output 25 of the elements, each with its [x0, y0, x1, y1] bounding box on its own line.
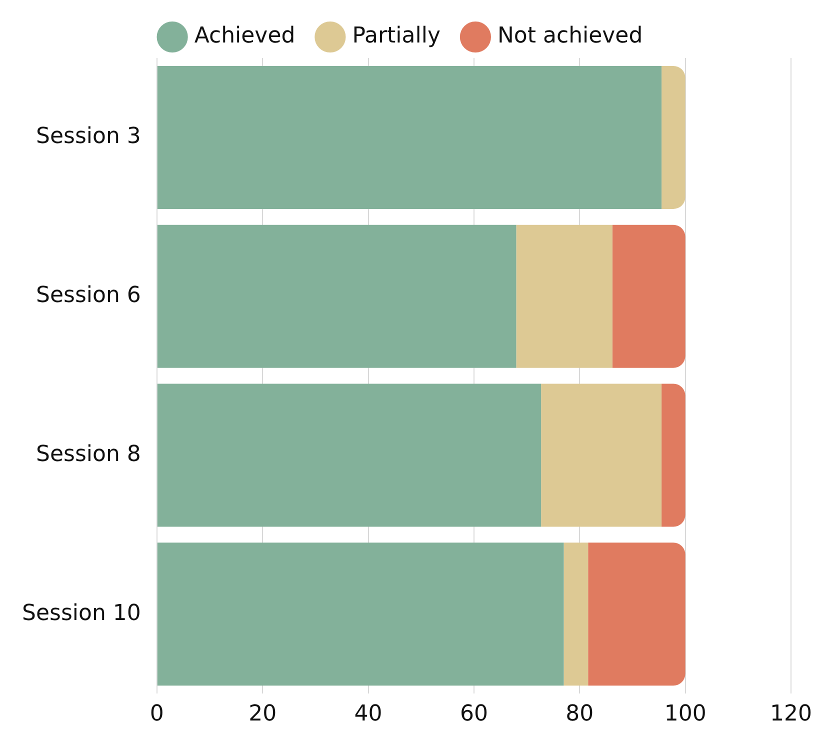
- legend-label: Partially: [352, 24, 440, 49]
- bar: [662, 66, 686, 209]
- x-tick-label: 80: [566, 702, 594, 727]
- y-tick-label: Session 3: [36, 124, 141, 150]
- x-tick-label: 40: [354, 702, 382, 727]
- bar: [564, 542, 588, 686]
- y-tick-label: Session 8: [36, 442, 141, 467]
- x-tick-label: 100: [664, 702, 706, 727]
- x-tick-label: 120: [770, 702, 812, 727]
- bar: [516, 224, 612, 368]
- bar: [157, 542, 564, 686]
- bar: [157, 224, 516, 368]
- bar: [541, 384, 662, 527]
- bar: [612, 224, 686, 368]
- bar: [588, 542, 686, 686]
- legend-label: Achieved: [194, 24, 296, 49]
- x-tick-label: 20: [248, 702, 277, 727]
- bar: [662, 384, 686, 527]
- bar: [157, 384, 542, 527]
- x-tick-label: 60: [460, 702, 488, 727]
- bar: [157, 66, 662, 209]
- legend-label: Not achieved: [497, 24, 643, 49]
- y-tick-label: Session 10: [22, 600, 141, 626]
- x-tick-label: 0: [150, 702, 164, 727]
- y-tick-label: Session 6: [36, 283, 141, 308]
